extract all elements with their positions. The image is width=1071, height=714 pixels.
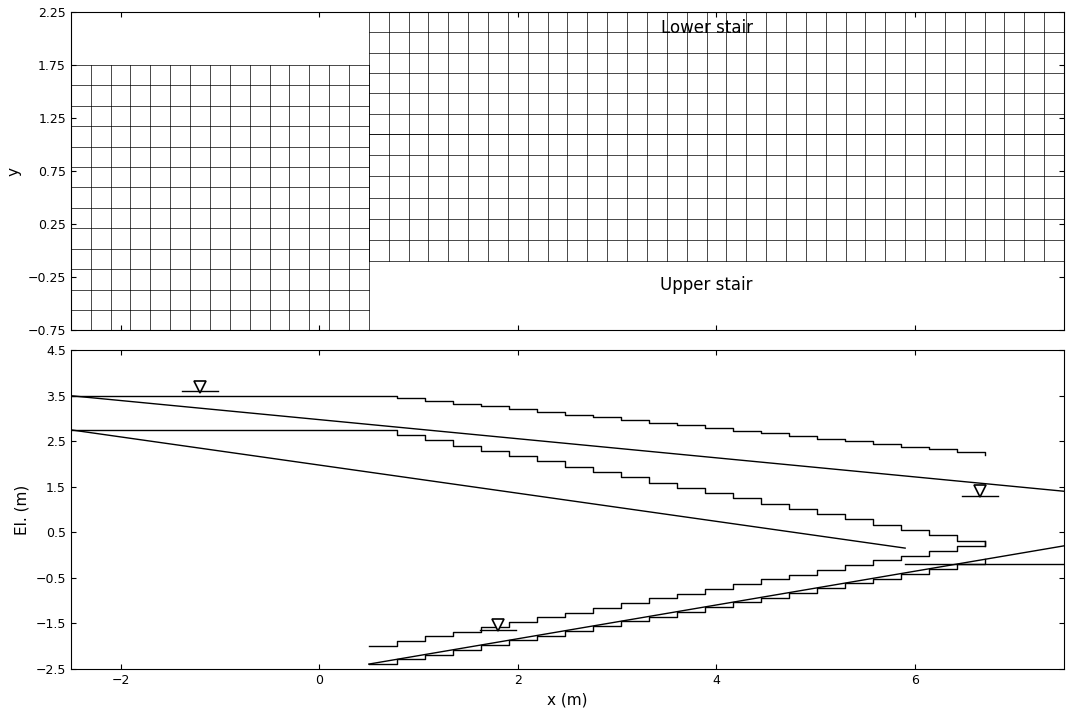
Y-axis label: y: y: [6, 166, 21, 176]
Y-axis label: El. (m): El. (m): [15, 484, 30, 535]
X-axis label: x (m): x (m): [547, 692, 588, 707]
Text: Lower stair: Lower stair: [661, 19, 753, 37]
Text: Upper stair: Upper stair: [660, 276, 753, 293]
